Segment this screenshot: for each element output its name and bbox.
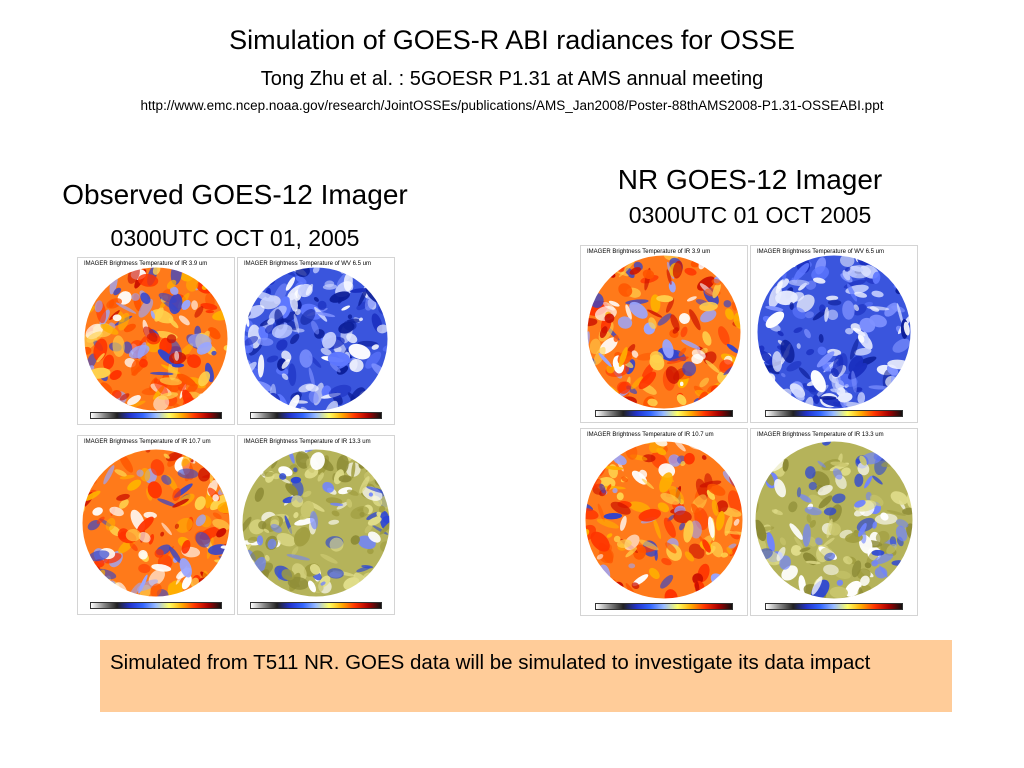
image-title: IMAGER Brightness Temperature of IR 10.7… <box>587 432 714 438</box>
slide-subtitle: Tong Zhu et al. : 5GOESR P1.31 at AMS an… <box>260 68 764 90</box>
image-title: IMAGER Brightness Temperature of IR 3.9 … <box>587 249 711 255</box>
image-title: IMAGER Brightness Temperature of IR 13.3… <box>757 432 884 438</box>
colorbar <box>595 603 733 610</box>
slide-title: Simulation of GOES-R ABI radiances for O… <box>229 25 795 55</box>
observed-panel-heading: Observed GOES-12 Imager 0300UTC OCT 01, … <box>30 178 440 252</box>
image-title: IMAGER Brightness Temperature of IR 13.3… <box>244 439 371 445</box>
colorbar <box>90 602 222 609</box>
colorbar <box>90 412 222 419</box>
nr-ir133-image: IMAGER Brightness Temperature of IR 13.3… <box>750 428 918 616</box>
observed-time: 0300UTC OCT 01, 2005 <box>110 225 360 251</box>
globe-image <box>586 254 742 410</box>
image-title: IMAGER Brightness Temperature of IR 10.7… <box>84 439 211 445</box>
globe-image <box>584 440 744 600</box>
observed-ir133-image: IMAGER Brightness Temperature of IR 13.3… <box>237 435 395 615</box>
globe-image <box>756 254 912 410</box>
image-title: IMAGER Brightness Temperature of IR 3.9 … <box>84 261 208 267</box>
colorbar <box>595 410 733 417</box>
note-box: Simulated from T511 NR. GOES data will b… <box>100 640 952 712</box>
nr-heading: NR GOES-12 Imager <box>617 164 883 195</box>
nr-wv65-image: IMAGER Brightness Temperature of WV 6.5 … <box>750 245 918 423</box>
nr-panel-heading: NR GOES-12 Imager 0300UTC 01 OCT 2005 <box>545 163 955 229</box>
image-title: IMAGER Brightness Temperature of WV 6.5 … <box>757 249 884 255</box>
observed-wv65-image: IMAGER Brightness Temperature of WV 6.5 … <box>237 257 395 425</box>
colorbar <box>765 410 903 417</box>
colorbar <box>250 412 382 419</box>
nr-ir39-image: IMAGER Brightness Temperature of IR 3.9 … <box>580 245 748 423</box>
globe-image <box>83 266 229 412</box>
globe-image <box>241 448 391 598</box>
nr-time: 0300UTC 01 OCT 2005 <box>628 202 872 228</box>
colorbar <box>250 602 382 609</box>
source-url: http://www.emc.ncep.noaa.gov/research/Jo… <box>140 98 884 113</box>
observed-ir39-image: IMAGER Brightness Temperature of IR 3.9 … <box>77 257 235 425</box>
colorbar <box>765 603 903 610</box>
nr-ir107-image: IMAGER Brightness Temperature of IR 10.7… <box>580 428 748 616</box>
globe-image <box>754 440 914 600</box>
globe-image <box>81 448 231 598</box>
globe-image <box>243 266 389 412</box>
image-title: IMAGER Brightness Temperature of WV 6.5 … <box>244 261 371 267</box>
observed-ir107-image: IMAGER Brightness Temperature of IR 10.7… <box>77 435 235 615</box>
observed-heading: Observed GOES-12 Imager <box>62 179 408 210</box>
